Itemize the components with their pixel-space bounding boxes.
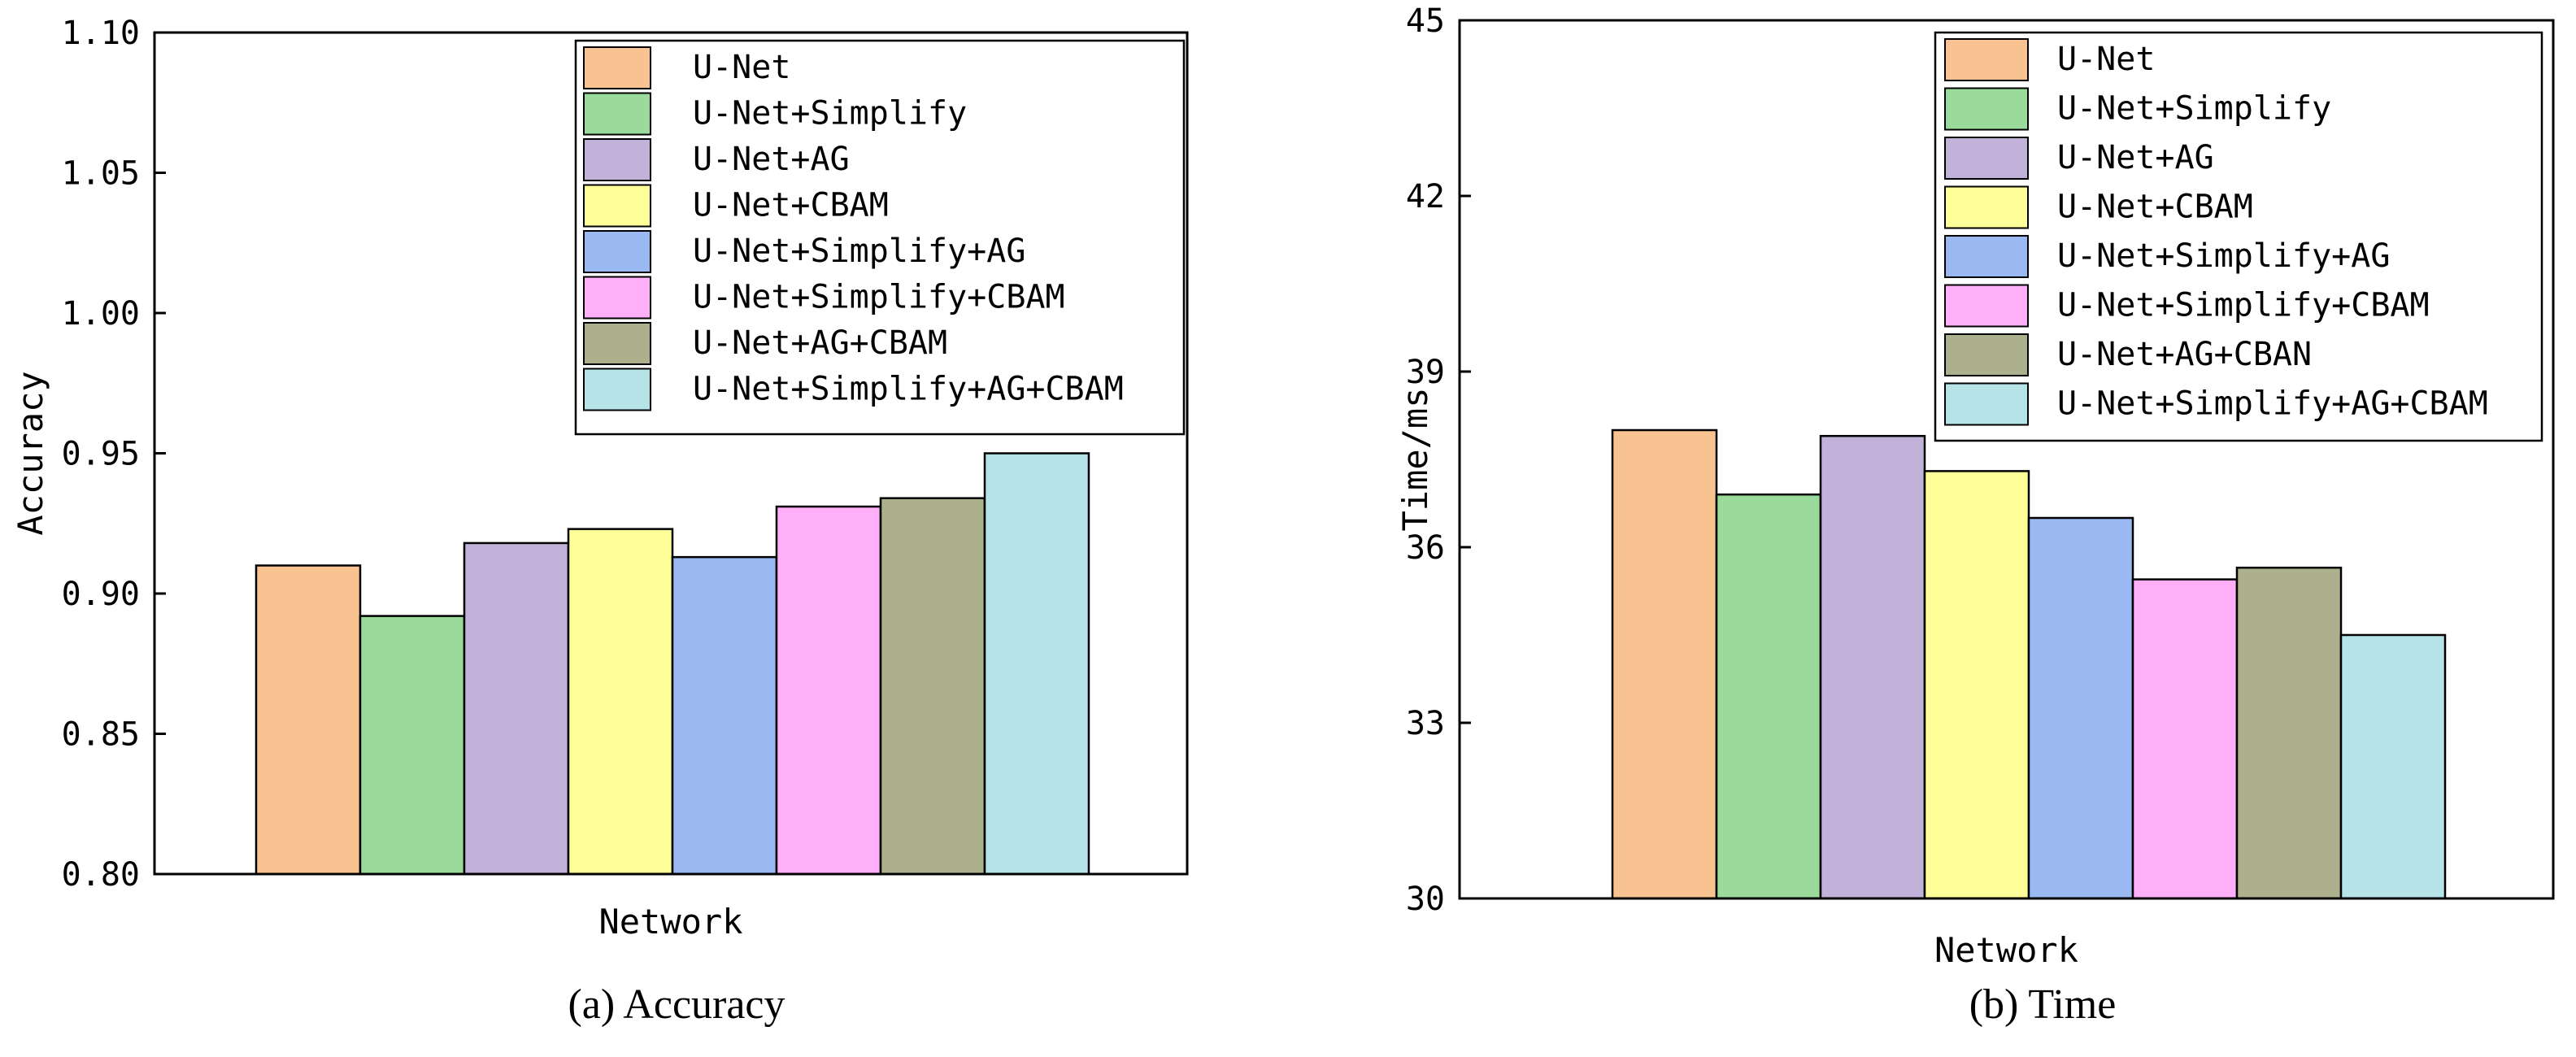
y-tick-label: 33: [1406, 705, 1445, 742]
legend-swatch: [1944, 382, 2029, 426]
legend-swatch: [1944, 235, 2029, 278]
y-tick-label: 1.10: [62, 15, 140, 52]
x-axis-title: Network: [1934, 930, 2078, 970]
legend-swatch: [1944, 333, 2029, 376]
legend-swatch: [1944, 185, 2029, 229]
legend-swatch: [583, 230, 651, 273]
legend-label: U-Net+Simplify: [693, 95, 967, 133]
y-tick-label: 1.05: [62, 155, 140, 193]
legend-swatch: [583, 322, 651, 365]
legend-label: U-Net+AG: [2057, 139, 2214, 176]
legend-label: U-Net+Simplify+AG+CBAM: [693, 371, 1124, 408]
legend-box: [1934, 31, 2543, 442]
bar-u-net: [255, 564, 362, 876]
bar-u-net-plus-simplify: [359, 615, 466, 876]
bar-u-net-plus-simplify-plus-ag-plus-cbam: [2339, 633, 2447, 900]
y-tick-label: 36: [1406, 529, 1445, 567]
legend-label: U-Net: [2057, 41, 2155, 78]
legend-label: U-Net+Simplify+CBAM: [2057, 287, 2430, 324]
legend-label: U-Net+AG: [693, 141, 850, 178]
legend-label: U-Net: [693, 49, 790, 86]
legend-label: U-Net+CBAM: [693, 187, 889, 224]
bar-u-net-plus-cbam: [1923, 470, 2030, 900]
legend-swatch: [1944, 87, 2029, 131]
legend-swatch: [583, 92, 651, 136]
legend-swatch: [1944, 38, 2029, 81]
legend-swatch: [583, 276, 651, 320]
y-axis-title: Accuracy: [11, 371, 50, 535]
time-chart: 30 33 36 39 42 45 Network Time/ms U-Net U-Net+Sim…: [1395, 2, 2555, 970]
bar-u-net-plus-ag-plus-cban: [2235, 566, 2343, 900]
legend-swatch: [1944, 284, 2029, 328]
y-tick-label: 30: [1406, 881, 1445, 918]
bar-u-net: [1611, 428, 1718, 900]
legend-swatch: [583, 184, 651, 228]
legend-swatch: [583, 368, 651, 411]
bar-u-net-plus-simplify-plus-ag: [671, 555, 778, 876]
legend-label: U-Net+AG+CBAM: [693, 324, 947, 362]
bar-u-net-plus-ag-plus-cbam: [879, 497, 986, 876]
y-tick-label: 45: [1406, 2, 1445, 40]
bar-u-net-plus-simplify-plus-ag-plus-cbam: [983, 452, 1090, 876]
plot-frame: [1458, 19, 2555, 900]
y-tick-label: 0.80: [62, 856, 140, 894]
bar-u-net-plus-simplify-plus-cbam: [775, 505, 882, 876]
bar-u-net-plus-ag: [463, 542, 570, 876]
legend-label: U-Net+Simplify: [2057, 90, 2331, 128]
legend-label: U-Net+Simplify+AG: [693, 233, 1025, 270]
y-tick-label: 39: [1406, 354, 1445, 391]
bar-u-net-plus-cbam: [567, 528, 674, 876]
y-tick-label: 1.00: [62, 295, 140, 333]
legend-label: U-Net+Simplify+AG+CBAM: [2057, 385, 2488, 423]
y-tick-label: 0.90: [62, 576, 140, 613]
x-axis-title: Network: [598, 902, 742, 942]
legend-label: U-Net+CBAM: [2057, 189, 2253, 226]
y-tick-label: 42: [1406, 178, 1445, 215]
accuracy-chart: 0.80 0.85 0.90 0.95 1.00 1.05 1.10 Network Accur…: [11, 15, 1189, 942]
bar-u-net-plus-simplify-plus-ag: [2027, 516, 2134, 900]
legend-box: [574, 39, 1186, 436]
legend-swatch: [583, 138, 651, 181]
legend-label: U-Net+Simplify+AG: [2057, 237, 2390, 275]
legend-swatch: [583, 46, 651, 89]
y-tick-label: 0.95: [62, 436, 140, 473]
legend-swatch: [1944, 137, 2029, 180]
legend-label: U-Net+Simplify+CBAM: [693, 279, 1065, 316]
legend: U-Net U-Net+Simplify U-Net+AG U-Net+CBAM U-N…: [1934, 31, 2543, 442]
bar-u-net-plus-simplify-plus-cbam: [2131, 578, 2239, 900]
caption-accuracy: (a) Accuracy: [568, 981, 785, 1028]
caption-time: (b) Time: [1969, 981, 2117, 1028]
bar-u-net-plus-simplify: [1715, 493, 1822, 900]
legend-label: U-Net+AG+CBAN: [2057, 336, 2312, 373]
legend: U-Net U-Net+Simplify U-Net+AG U-Net+CBAM U-N…: [574, 39, 1186, 436]
bar-u-net-plus-ag: [1819, 434, 1926, 900]
y-axis-title: Time/ms: [1395, 387, 1435, 531]
y-tick-label: 0.85: [62, 716, 140, 754]
